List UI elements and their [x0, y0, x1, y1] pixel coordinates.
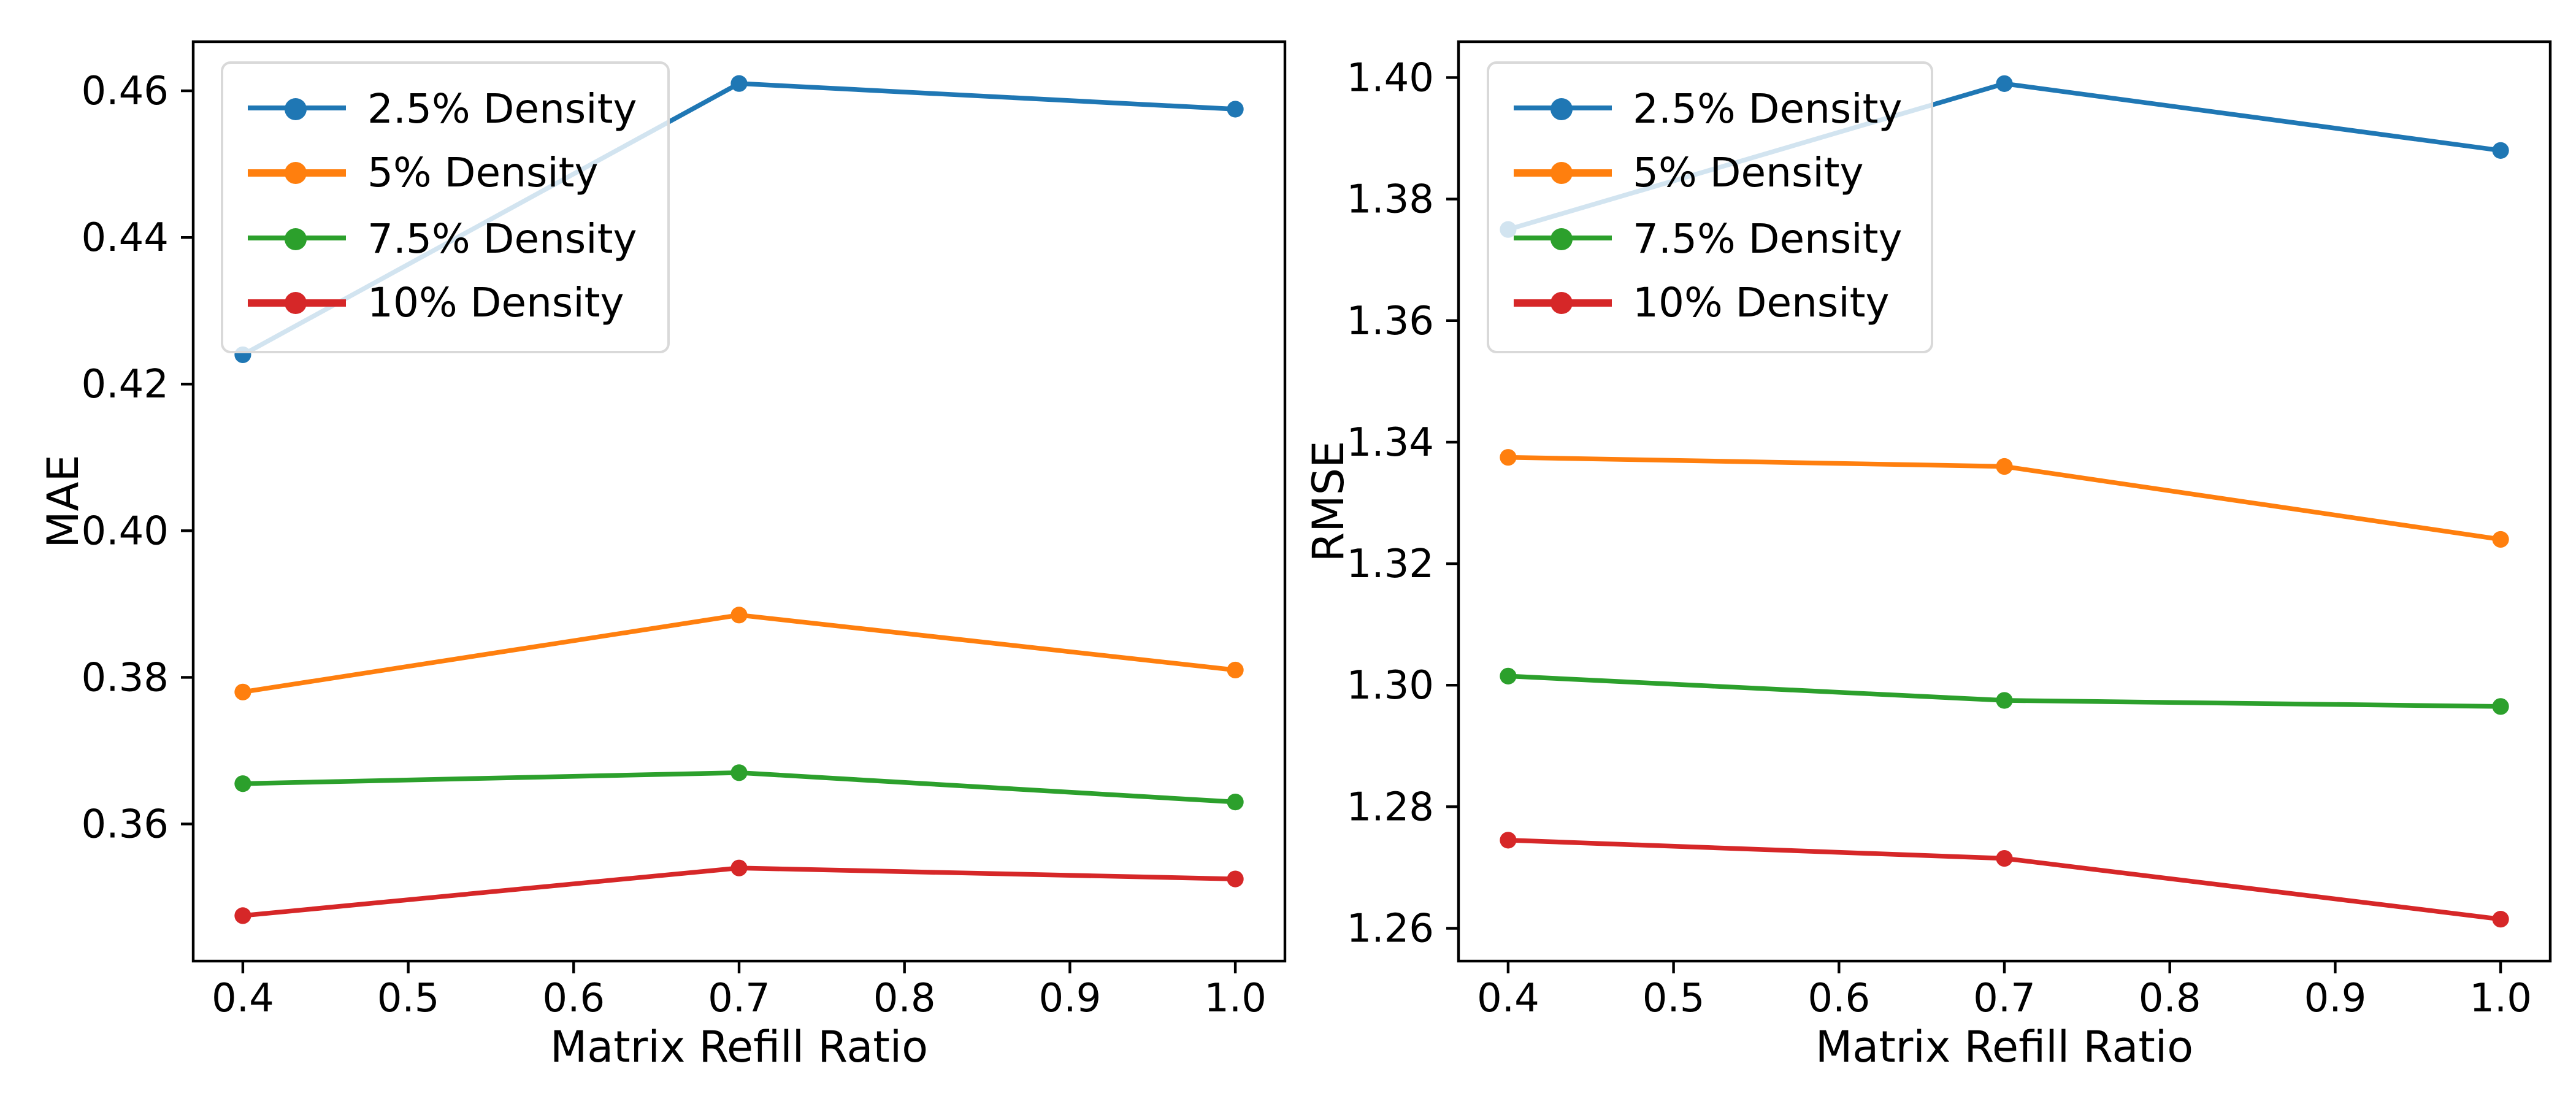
rmse-x-tick-label: 0.7: [1973, 976, 2036, 1021]
rmse-legend: 2.5% Density 5% Density 7.5% Density 10% De…: [1485, 60, 1934, 353]
rmse-marker-7.5-density-x0.7: [1996, 692, 2013, 709]
rmse-marker-7.5-density-x1: [2492, 698, 2509, 715]
mae-legend-item-7.5-density: 7.5% Density: [247, 210, 637, 266]
rmse-y-tick-label: 1.36: [1347, 299, 1435, 344]
mae-marker-2.5-density-x0.7: [730, 75, 748, 92]
legend-item-label: 5% Density: [367, 150, 599, 196]
rmse-marker-2.5-density-x1: [2492, 142, 2509, 159]
legend-marker-dot: [285, 292, 307, 314]
legend-item-label: 10% Density: [367, 280, 624, 326]
mae-series-line-5-density: [240, 612, 1238, 695]
legend-marker-dot: [1551, 97, 1573, 119]
rmse-y-tick-label: 1.30: [1347, 663, 1435, 708]
rmse-legend-item-2.5-density: 2.5% Density: [1512, 80, 1903, 136]
mae-x-tick-label: 0.7: [708, 976, 770, 1021]
legend-line-marker-icon: [1512, 210, 1611, 266]
mae-legend-item-5-density: 5% Density: [247, 145, 637, 201]
mae-marker-5-density-x0.4: [234, 683, 251, 700]
legend-line-marker-icon: [247, 80, 345, 136]
rmse-y-tick-label: 1.32: [1347, 542, 1435, 587]
rmse-marker-5-density-x0.4: [1500, 449, 1517, 466]
rmse-marker-5-density-x1: [2492, 531, 2509, 548]
rmse-y-tick-label: 1.40: [1347, 55, 1435, 101]
legend-line-marker-icon: [247, 275, 345, 331]
mae-x-tick-label: 0.6: [542, 976, 605, 1021]
mae-y-tick-label: 0.44: [82, 215, 169, 261]
mae-marker-10-density-x1: [1227, 870, 1244, 887]
legend-item-label: 5% Density: [1633, 150, 1864, 196]
mae-y-tick-label: 0.42: [82, 362, 169, 407]
legend-line-marker-icon: [247, 145, 345, 201]
mae-marker-5-density-x1: [1227, 661, 1244, 679]
legend-marker-dot: [1551, 227, 1573, 249]
rmse-x-tick-label: 1.0: [2469, 976, 2532, 1021]
mae-y-tick-label: 0.38: [82, 655, 169, 700]
mae-x-tick-label: 0.5: [377, 976, 440, 1021]
legend-item-label: 7.5% Density: [1633, 215, 1903, 261]
rmse-x-tick-label: 0.8: [2139, 976, 2201, 1021]
legend-line-marker-icon: [1512, 275, 1611, 331]
mae-marker-10-density-x0.7: [730, 859, 748, 876]
rmse-marker-5-density-x0.7: [1996, 458, 2013, 475]
mae-legend-item-10-density: 10% Density: [247, 275, 637, 331]
mae-legend: 2.5% Density 5% Density 7.5% Density 10% De…: [220, 60, 669, 353]
rmse-legend-item-10-density: 10% Density: [1512, 275, 1903, 331]
legend-marker-dot: [285, 227, 307, 249]
rmse-y-tick-label: 1.28: [1347, 784, 1435, 830]
mae-marker-5-density-x0.7: [730, 607, 748, 624]
legend-line-marker-icon: [1512, 145, 1611, 201]
rmse-y-tick-label: 1.38: [1347, 177, 1435, 223]
rmse-marker-10-density-x0.4: [1500, 832, 1517, 849]
legend-item-label: 10% Density: [1633, 280, 1890, 326]
legend-item-label: 2.5% Density: [367, 85, 637, 131]
mae-ylabel: MAE: [38, 454, 88, 548]
rmse-legend-item-5-density: 5% Density: [1512, 145, 1903, 201]
mae-y-tick-label: 0.36: [82, 802, 169, 847]
mae-legend-item-2.5-density: 2.5% Density: [247, 80, 637, 136]
legend-line-marker-icon: [1512, 80, 1611, 136]
rmse-marker-7.5-density-x0.4: [1500, 667, 1517, 684]
legend-item-label: 2.5% Density: [1633, 85, 1903, 131]
rmse-marker-10-density-x1: [2492, 911, 2509, 928]
legend-marker-dot: [285, 97, 307, 119]
rmse-marker-2.5-density-x0.7: [1996, 75, 2013, 92]
rmse-legend-item-7.5-density: 7.5% Density: [1512, 210, 1903, 266]
mae-y-tick-label: 0.40: [82, 508, 169, 554]
rmse-y-tick-label: 1.26: [1347, 906, 1435, 951]
legend-line-marker-icon: [247, 210, 345, 266]
mae-xlabel: Matrix Refill Ratio: [550, 1022, 928, 1072]
rmse-y-tick-label: 1.34: [1347, 420, 1435, 466]
rmse-x-tick-label: 0.9: [2304, 976, 2367, 1021]
legend-item-label: 7.5% Density: [367, 215, 637, 261]
rmse-x-tick-label: 0.5: [1643, 976, 1705, 1021]
mae-y-tick-label: 0.46: [82, 69, 169, 114]
legend-marker-dot: [1551, 162, 1573, 184]
rmse-marker-10-density-x0.7: [1996, 849, 2013, 867]
mae-x-tick-label: 1.0: [1204, 976, 1267, 1021]
rmse-xlabel: Matrix Refill Ratio: [1815, 1022, 2193, 1072]
legend-marker-dot: [1551, 292, 1573, 314]
mae-marker-10-density-x0.4: [234, 907, 251, 924]
mae-x-tick-label: 0.4: [212, 976, 274, 1021]
legend-marker-dot: [285, 162, 307, 184]
mae-x-tick-label: 0.9: [1039, 976, 1102, 1021]
mae-marker-7.5-density-x0.7: [730, 764, 748, 781]
mae-marker-7.5-density-x1: [1227, 794, 1244, 811]
rmse-ylabel: RMSE: [1303, 441, 1354, 562]
rmse-x-tick-label: 0.6: [1807, 976, 1870, 1021]
mae-marker-7.5-density-x0.4: [234, 775, 251, 792]
mae-marker-2.5-density-x1: [1227, 101, 1244, 118]
rmse-x-tick-label: 0.4: [1477, 976, 1539, 1021]
mae-x-tick-label: 0.8: [873, 976, 936, 1021]
